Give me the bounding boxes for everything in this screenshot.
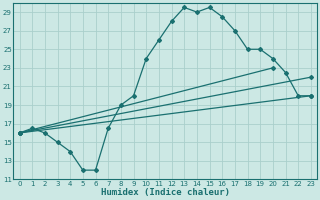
X-axis label: Humidex (Indice chaleur): Humidex (Indice chaleur) xyxy=(101,188,230,197)
